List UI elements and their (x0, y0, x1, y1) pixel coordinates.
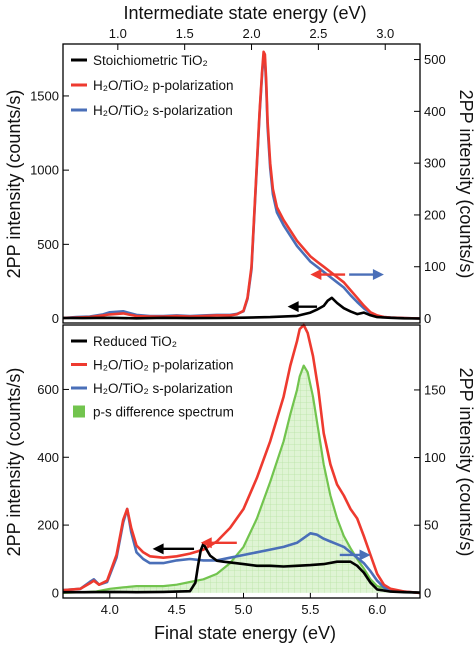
legend-label: H₂O/TiO₂ s-polarization (93, 381, 233, 396)
p-polarization-line (62, 50, 421, 320)
right-tick-label: 150 (424, 382, 446, 397)
top-left-ylabel: 2PP intensity (counts/s) (4, 90, 24, 279)
top-x-tick-label: 1.0 (109, 26, 127, 41)
p-polarization-line (62, 323, 421, 595)
bottom-panel-frame (62, 324, 421, 599)
right-tick-label: 100 (424, 450, 446, 465)
legend-label: Stoichiometric TiO₂ (93, 53, 208, 68)
top-x-tick-label: 2.5 (309, 26, 327, 41)
x-axis-label: Final state energy (eV) (154, 623, 336, 643)
right-tick-label: 500 (424, 52, 446, 67)
left-tick-label: 0 (52, 311, 59, 326)
left-tick-label: 200 (37, 518, 59, 533)
top-panel-annotations (287, 269, 384, 313)
x-tick-label: 4.0 (101, 602, 119, 617)
top-panel-ticks: 0 500 1000 1500 0 100 200 300 400 500 1.0 1.5 2.0 2.5… (30, 26, 446, 326)
top-axis-label: Intermediate state energy (eV) (123, 3, 366, 23)
left-tick-label: 600 (37, 382, 59, 397)
left-tick-label: 0 (52, 585, 59, 600)
arrow-head (372, 269, 384, 281)
x-tick-label: 4.5 (168, 602, 186, 617)
right-tick-label: 0 (424, 585, 431, 600)
right-tick-label: 50 (424, 518, 438, 533)
left-tick-label: 1500 (30, 88, 59, 103)
top-panel-frame (62, 43, 421, 324)
right-tick-label: 400 (424, 104, 446, 119)
arrow-head (287, 301, 299, 313)
difference-line (62, 364, 421, 594)
x-tick-label: 5.0 (234, 602, 252, 617)
black-series-line (63, 542, 421, 594)
top-panel-series (62, 50, 421, 320)
bottom-right-ylabel: 2PP intensity (counts/s) (456, 368, 474, 557)
bottom-panel-series (62, 323, 421, 595)
right-tick-label: 100 (424, 259, 446, 274)
left-tick-label: 500 (37, 237, 59, 252)
arrow-head (310, 269, 322, 281)
s-polarization-line (62, 55, 421, 320)
left-tick-label: 400 (37, 450, 59, 465)
x-tick-label: 5.5 (301, 602, 319, 617)
x-tick-label: 6.0 (368, 602, 386, 617)
left-tick-label: 1000 (30, 163, 59, 178)
bottom-left-ylabel: 2PP intensity (counts/s) (4, 368, 24, 557)
arrow-head (359, 549, 371, 561)
right-tick-label: 300 (424, 156, 446, 171)
top-x-tick-label: 3.0 (376, 26, 394, 41)
top-legend: Stoichiometric TiO₂ H₂O/TiO₂ p-polarizati… (71, 53, 234, 118)
legend-label: H₂O/TiO₂ s-polarization (93, 103, 233, 118)
difference-area (63, 365, 420, 593)
top-x-tick-label: 2.0 (242, 26, 260, 41)
top-right-ylabel: 2PP intensity (counts/s) (456, 90, 474, 279)
legend-swatch (73, 405, 85, 418)
arrow-head (152, 543, 164, 555)
legend-label: p-s difference spectrum (93, 405, 234, 420)
right-tick-label: 0 (424, 311, 431, 326)
black-series-line (62, 296, 421, 320)
legend-label: H₂O/TiO₂ p-polarization (93, 78, 234, 93)
right-tick-label: 200 (424, 207, 446, 222)
top-x-tick-label: 1.5 (176, 26, 194, 41)
bottom-legend: Reduced TiO₂ H₂O/TiO₂ p-polarization H₂O/T… (71, 334, 234, 420)
legend-label: H₂O/TiO₂ p-polarization (93, 358, 234, 373)
legend-label: Reduced TiO₂ (93, 334, 177, 349)
bottom-panel-annotations (152, 537, 371, 561)
arrow-head (200, 537, 212, 549)
